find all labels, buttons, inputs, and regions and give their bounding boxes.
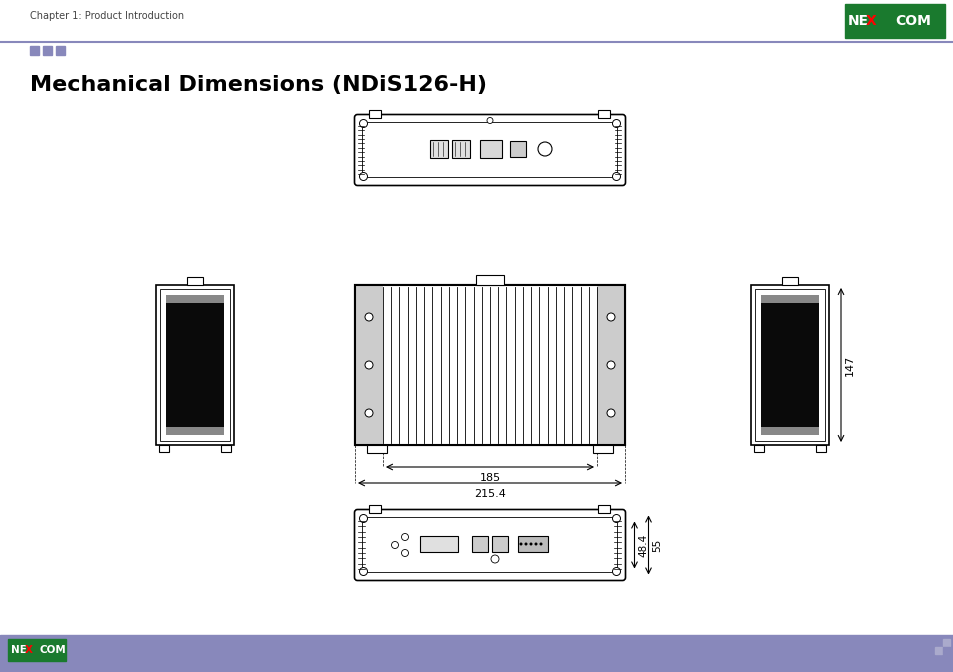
FancyBboxPatch shape (355, 114, 625, 185)
Circle shape (537, 142, 552, 156)
Circle shape (359, 515, 367, 523)
Bar (472, 536, 488, 552)
Circle shape (539, 542, 542, 546)
Bar (156, 285, 233, 445)
Circle shape (612, 120, 619, 128)
Bar (382, 285, 597, 445)
Text: 9: 9 (473, 655, 480, 665)
Bar (942, 639, 949, 646)
Circle shape (529, 542, 532, 546)
Text: 48.4: 48.4 (638, 534, 648, 556)
Text: X: X (864, 14, 876, 28)
Text: NE: NE (11, 645, 27, 655)
Bar (844, 4, 944, 38)
Bar (452, 140, 470, 158)
Circle shape (401, 534, 408, 540)
Circle shape (359, 173, 367, 181)
Bar (0, 635, 953, 672)
Bar (815, 445, 825, 452)
Bar (369, 505, 381, 513)
Bar (479, 140, 501, 158)
Bar (355, 285, 624, 445)
Bar (166, 295, 224, 303)
Text: NDiS 126 User Manual: NDiS 126 User Manual (844, 655, 945, 665)
Circle shape (491, 555, 498, 563)
Bar (598, 505, 610, 513)
Bar (8, 639, 66, 661)
Circle shape (612, 515, 619, 523)
Bar (750, 285, 828, 445)
Bar (166, 427, 224, 435)
Circle shape (365, 313, 373, 321)
Bar (369, 110, 381, 118)
Text: 55: 55 (652, 538, 661, 552)
Bar (942, 647, 949, 654)
Bar (476, 275, 503, 285)
Circle shape (612, 567, 619, 575)
Text: Copyright © 2011 NEXCOM International Co., Ltd. All Rights Reserved.: Copyright © 2011 NEXCOM International Co… (8, 655, 327, 665)
Bar (754, 289, 824, 441)
Bar (187, 277, 203, 285)
Text: 215.4: 215.4 (474, 489, 505, 499)
Bar (517, 536, 547, 552)
Text: 147: 147 (844, 354, 854, 376)
Bar (760, 427, 818, 435)
Bar (593, 445, 613, 453)
Circle shape (391, 542, 398, 548)
Text: Chapter 1: Product Introduction: Chapter 1: Product Introduction (30, 11, 184, 21)
Circle shape (519, 542, 522, 546)
Bar (492, 536, 507, 552)
Text: X: X (25, 645, 33, 655)
Circle shape (486, 118, 493, 124)
FancyBboxPatch shape (362, 122, 617, 177)
Circle shape (359, 567, 367, 575)
Bar (510, 141, 525, 157)
Bar (597, 285, 624, 445)
Bar (760, 295, 818, 435)
Bar (430, 140, 448, 158)
Bar (934, 639, 941, 646)
Bar (355, 285, 624, 445)
Bar (166, 295, 224, 435)
Circle shape (401, 550, 408, 556)
Bar (367, 445, 387, 453)
Text: COM: COM (40, 645, 67, 655)
Circle shape (365, 361, 373, 369)
Circle shape (359, 120, 367, 128)
Bar (221, 445, 231, 452)
Circle shape (365, 409, 373, 417)
Bar (598, 110, 610, 118)
Text: COM: COM (894, 14, 930, 28)
Circle shape (612, 173, 619, 181)
Bar (355, 285, 382, 445)
Circle shape (524, 542, 527, 546)
Bar (159, 445, 169, 452)
FancyBboxPatch shape (362, 517, 617, 573)
Circle shape (606, 409, 615, 417)
Circle shape (534, 542, 537, 546)
Bar (781, 277, 797, 285)
Bar (160, 289, 230, 441)
Bar (56, 46, 65, 55)
Circle shape (606, 313, 615, 321)
Text: 185: 185 (479, 473, 500, 483)
Text: NE: NE (847, 14, 868, 28)
Bar (760, 295, 818, 303)
Bar (753, 445, 763, 452)
Bar (30, 46, 39, 55)
Circle shape (606, 361, 615, 369)
FancyBboxPatch shape (355, 509, 625, 581)
Text: Mechanical Dimensions (NDiS126-H): Mechanical Dimensions (NDiS126-H) (30, 75, 486, 95)
Bar (419, 536, 457, 552)
Bar (934, 647, 941, 654)
Bar (43, 46, 52, 55)
